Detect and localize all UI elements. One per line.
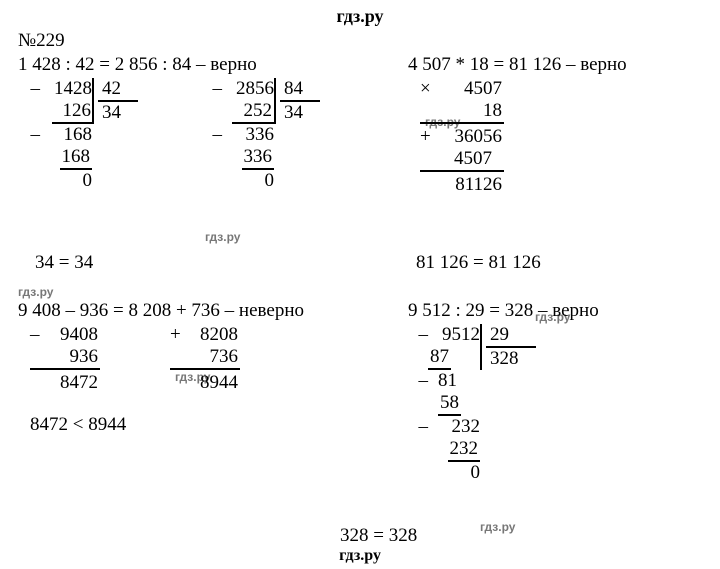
divisor: 29 [490,324,509,345]
p3-conclusion: 8472 < 8944 [30,414,126,436]
dividend: 9512 [442,324,480,345]
step: 126 [63,100,92,121]
addend-a: 8208 [186,324,240,346]
p1-longdiv1: –142842 012634 –168 168 0 [28,78,138,192]
step: 168 [64,124,93,145]
p2-equation: 4 507 * 18 = 81 126 – верно [408,54,627,76]
p1-conclusion: 34 = 34 [35,252,93,274]
watermark: гдз.ру [18,285,53,299]
site-footer: гдз.ру [0,547,720,565]
site-header: гдз.ру [0,0,720,27]
p2-multiplication: ×4507 18 +36056 4507 81126 [420,78,504,196]
p1-equation: 1 428 : 42 = 2 856 : 84 – верно [18,54,257,76]
partial1: 36056 [436,126,504,148]
problem-number: №229 [18,30,65,52]
step: 168 [60,146,93,170]
addend-b: 736 [186,346,240,368]
quotient: 328 [490,348,519,369]
step: 58 [438,392,461,416]
dividend: 1428 [54,78,92,99]
partial2: 4507 [436,148,504,170]
p1-longdiv2: –285684 025234 –336 336 0 [210,78,320,192]
p4-conclusion: 328 = 328 [340,525,417,547]
equation-text: 9 512 : 29 = 328 – верно [408,300,599,321]
p4-equation: 9 512 : 29 = 328 – верно [408,300,599,322]
p3-equation: 9 408 – 936 = 8 208 + 736 – неверно [18,300,304,322]
step: 336 [242,146,275,170]
p3-subtraction: –9408 936 8472 [30,324,100,394]
subtrahend: 936 [46,346,100,368]
step: 87 [428,346,451,370]
sum: 8944 [186,372,240,394]
step: 336 [246,124,275,145]
step: 252 [244,100,273,121]
minuend: 9408 [46,324,100,346]
step: 232 [448,438,481,462]
watermark: гдз.ру [480,520,515,534]
step: 232 [452,416,481,437]
quotient: 34 [102,102,121,123]
factor-b: 18 [436,100,504,122]
factor-a: 4507 [436,78,504,100]
p3-addition: +8208 736 8944 [170,324,240,394]
remainder: 0 [265,170,275,191]
divisor: 84 [284,78,303,99]
remainder: 0 [471,462,481,483]
quotient: 34 [284,102,303,123]
divisor: 42 [102,78,121,99]
p4-longdiv: –951229 87328 –81 58 –232 232 0 [416,324,536,484]
p2-conclusion: 81 126 = 81 126 [416,252,541,274]
equation-text: 9 408 – 936 = 8 208 + 736 – неверно [18,300,304,321]
equation-text: 4 507 * 18 = 81 126 – верно [408,54,627,75]
remainder: 0 [83,170,93,191]
product: 81126 [436,174,504,196]
watermark: гдз.ру [205,230,240,244]
difference: 8472 [46,372,100,394]
dividend: 2856 [236,78,274,99]
equation-text: 1 428 : 42 = 2 856 : 84 – верно [18,54,257,75]
step: 81 [438,370,457,391]
